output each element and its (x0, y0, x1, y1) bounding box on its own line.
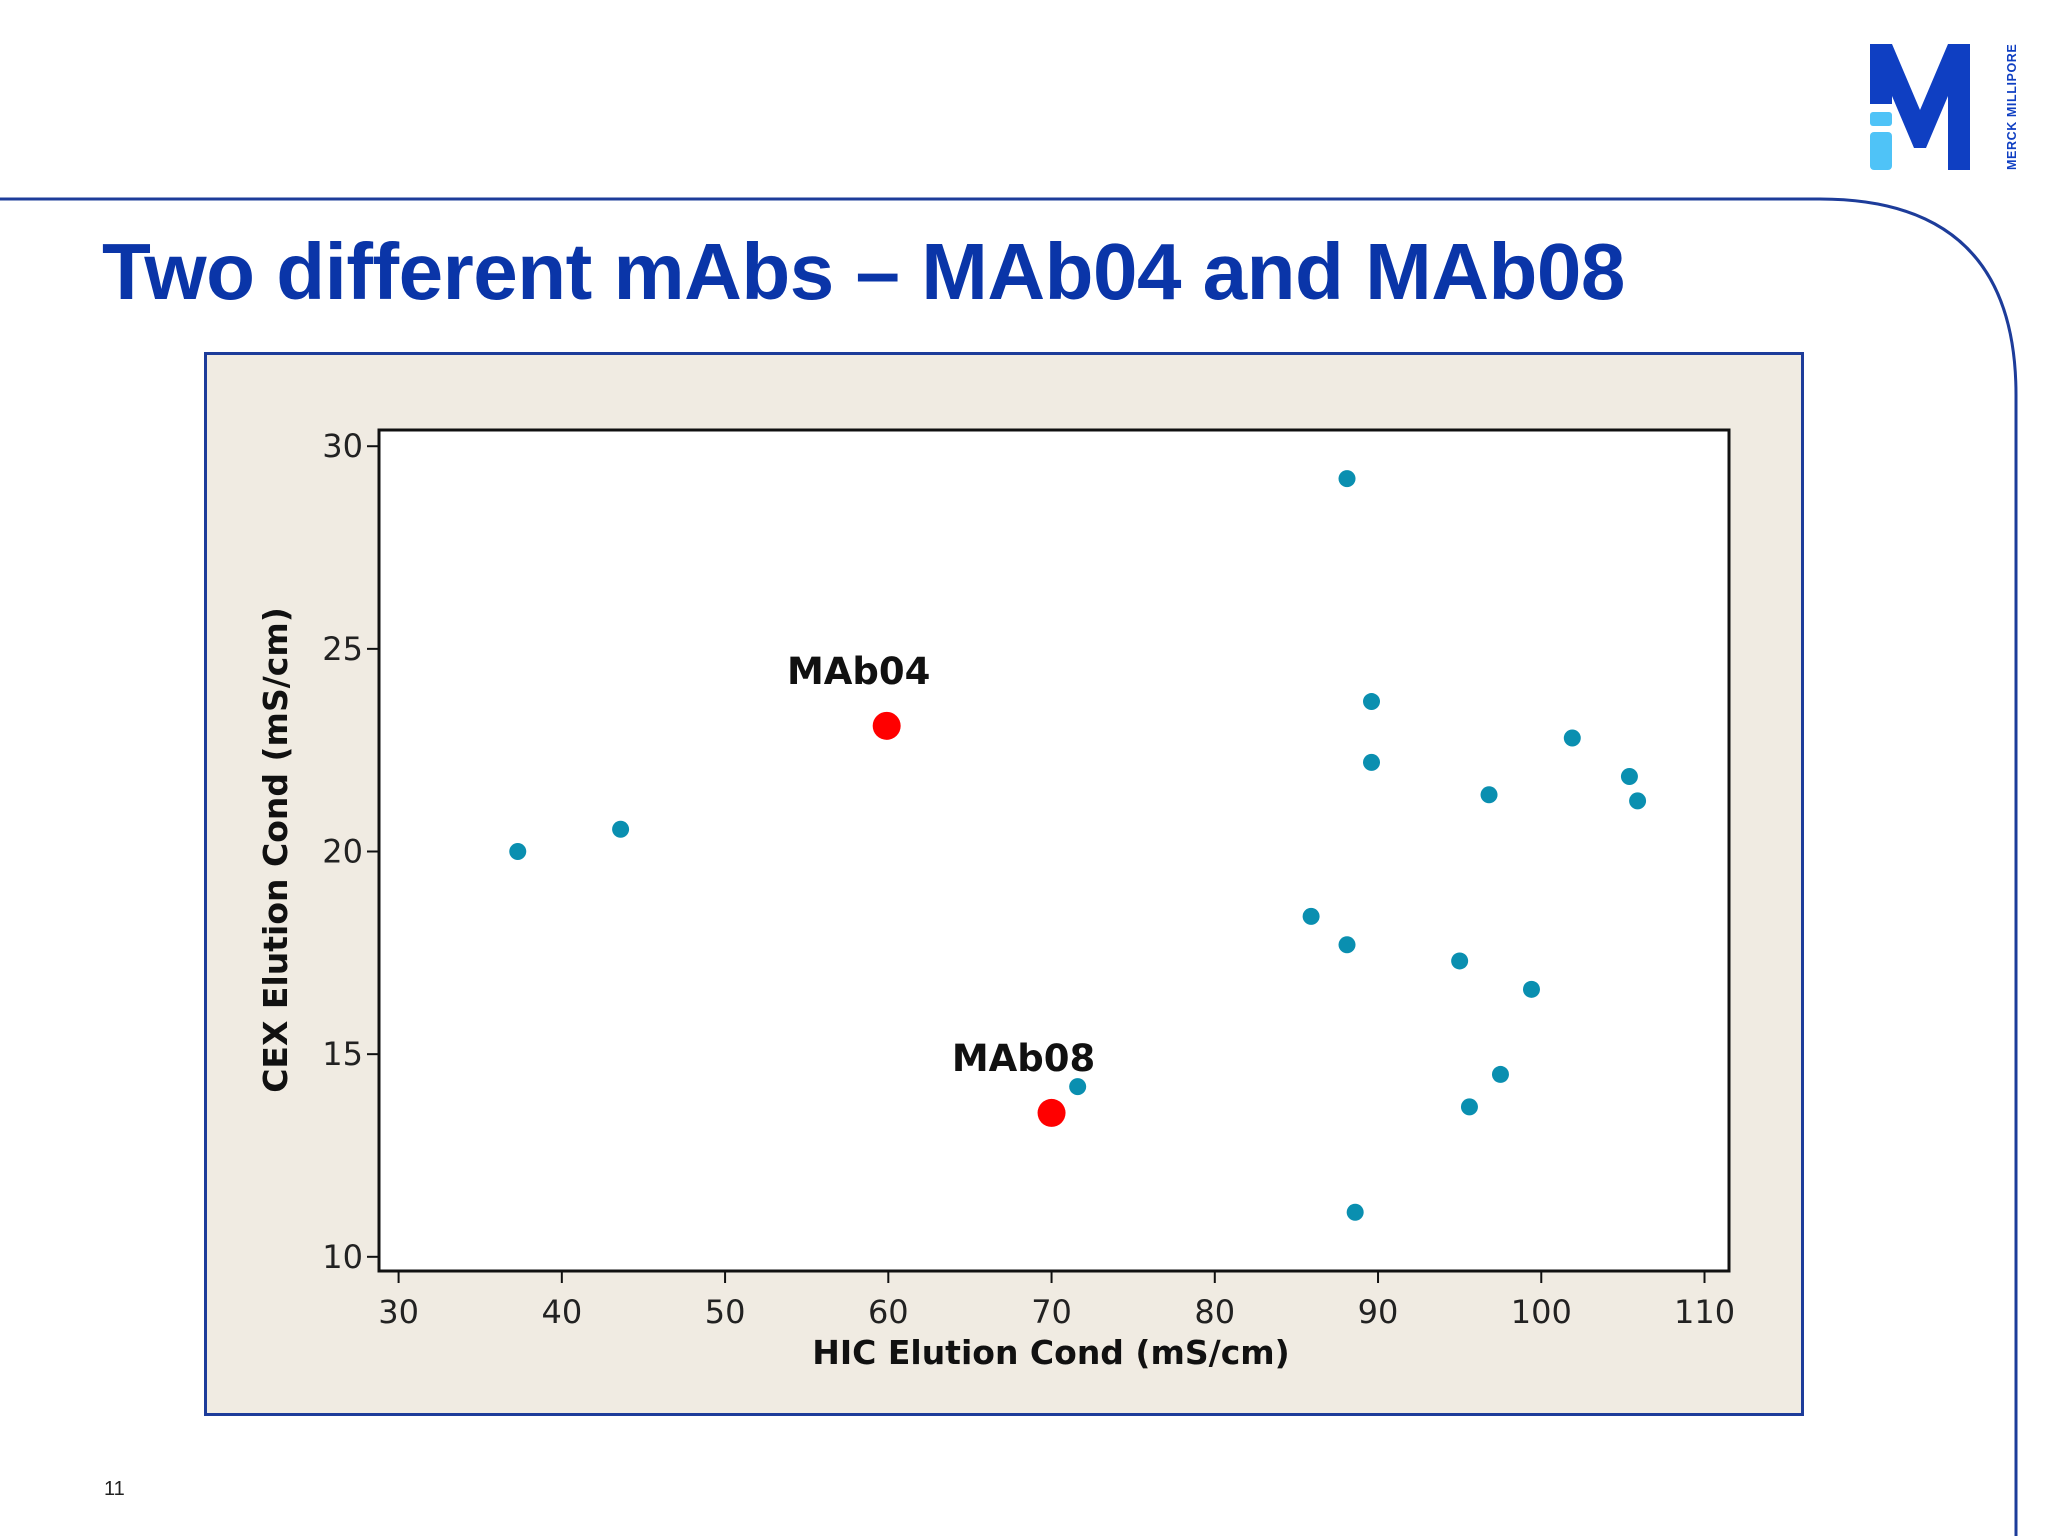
highlight-point (872, 711, 901, 740)
data-point (1491, 1065, 1509, 1083)
chart-panel: 30 40 50 60 70 80 90 100 110 10 15 20 25 30 MAb04 MAb… (204, 352, 1804, 1416)
x-axis: 30 40 50 60 70 80 90 100 110 (378, 1271, 1735, 1331)
slide-title: Two different mAbs – MAb04 and MAb08 (102, 227, 1625, 316)
logo-text: MERCK MILLIPORE (2005, 44, 2019, 170)
data-point (1563, 729, 1581, 747)
merck-millipore-logo: MERCK MILLIPORE (1860, 44, 2030, 185)
x-tick-label: 80 (1194, 1293, 1235, 1331)
y-tick-label: 30 (322, 427, 363, 465)
y-tick-label: 20 (322, 833, 363, 871)
x-tick-label: 40 (541, 1293, 582, 1331)
logo-m-icon (1870, 44, 1970, 170)
x-axis-label: HIC Elution Cond (mS/cm) (812, 1333, 1290, 1372)
point-label: MAb08 (952, 1037, 1095, 1080)
data-point (1480, 786, 1498, 804)
y-tick-label: 25 (322, 630, 363, 668)
data-point (509, 843, 527, 861)
data-point (1522, 980, 1540, 998)
x-tick-label: 110 (1674, 1293, 1735, 1331)
highlight-point (1037, 1098, 1066, 1127)
y-tick-label: 10 (322, 1238, 363, 1276)
x-tick-label: 50 (705, 1293, 746, 1331)
page-number: 11 (104, 1478, 125, 1500)
frame-line (0, 197, 2018, 1536)
y-tick-label: 15 (322, 1035, 363, 1073)
data-point (1338, 470, 1356, 488)
data-point (1069, 1078, 1087, 1096)
data-point (1338, 936, 1356, 954)
point-label: MAb04 (787, 650, 930, 693)
x-tick-label: 30 (378, 1293, 419, 1331)
x-tick-label: 90 (1358, 1293, 1399, 1331)
data-point (1363, 693, 1381, 711)
data-point (1629, 792, 1647, 810)
data-point (612, 820, 630, 838)
data-point (1460, 1098, 1478, 1116)
data-points: MAb04 MAb08 (509, 470, 1647, 1221)
data-point (1620, 768, 1638, 786)
plot-area (377, 428, 1731, 1273)
data-point (1302, 907, 1320, 925)
data-point (1346, 1203, 1364, 1221)
y-axis-label: CEX Elution Cond (mS/cm) (256, 607, 295, 1093)
data-point (1451, 952, 1469, 970)
data-point (1363, 753, 1381, 771)
x-tick-label: 70 (1031, 1293, 1072, 1331)
x-tick-label: 60 (868, 1293, 909, 1331)
x-tick-label: 100 (1511, 1293, 1572, 1331)
y-axis: 10 15 20 25 30 (322, 427, 379, 1276)
